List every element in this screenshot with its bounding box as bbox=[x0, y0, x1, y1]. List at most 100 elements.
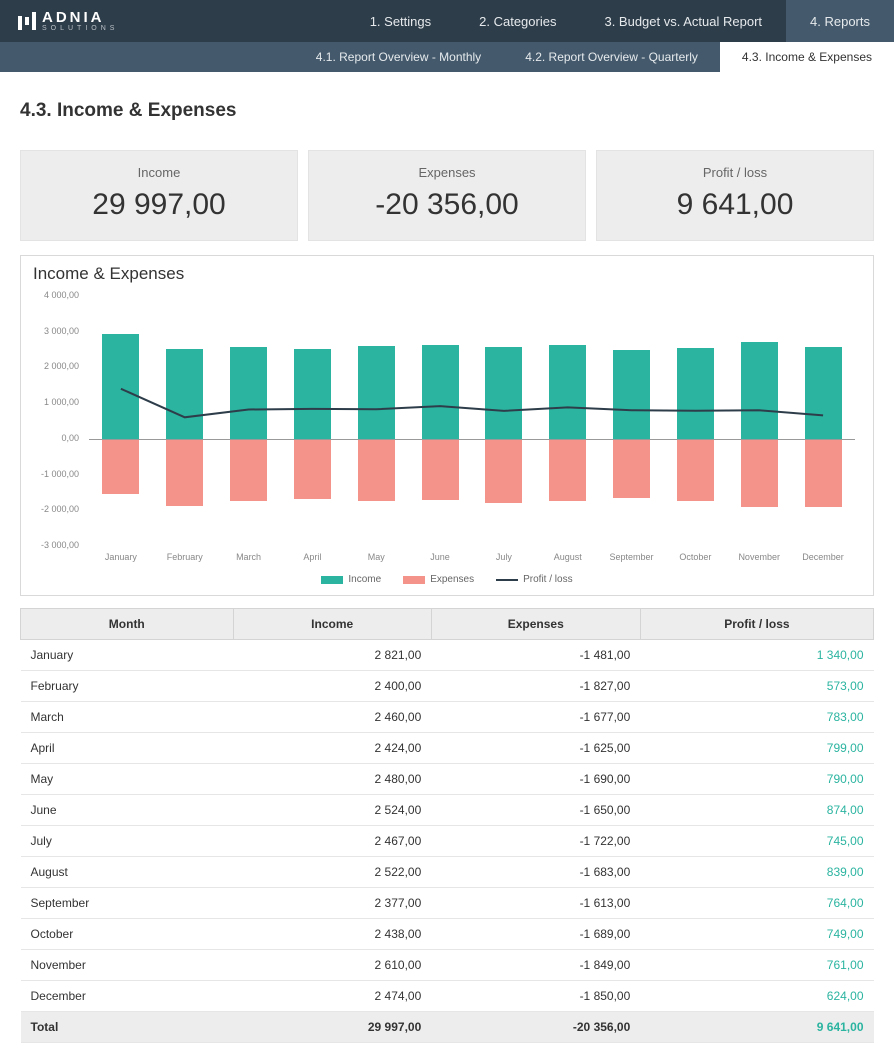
chart-container: Income & Expenses 4 000,003 000,002 000,… bbox=[20, 255, 874, 596]
cell-expenses: -1 827,00 bbox=[431, 671, 640, 702]
table-row: April2 424,00-1 625,00799,00 bbox=[21, 733, 874, 764]
cell-income: 2 480,00 bbox=[233, 764, 431, 795]
cell-profit: 764,00 bbox=[640, 888, 873, 919]
cell-profit: 624,00 bbox=[640, 981, 873, 1012]
x-tick: October bbox=[663, 552, 727, 570]
brand-logo: ADNIA SOLUTIONS bbox=[0, 0, 136, 42]
cell-income: 2 474,00 bbox=[233, 981, 431, 1012]
y-tick: -2 000,00 bbox=[33, 504, 79, 514]
x-tick: December bbox=[791, 552, 855, 570]
nav-items: 1. Settings2. Categories3. Budget vs. Ac… bbox=[346, 0, 894, 42]
zero-axis bbox=[89, 439, 855, 440]
cell-profit: 761,00 bbox=[640, 950, 873, 981]
table-row: February2 400,00-1 827,00573,00 bbox=[21, 671, 874, 702]
legend-profit: Profit / loss bbox=[496, 574, 572, 585]
page-title: 4.3. Income & Expenses bbox=[20, 100, 874, 122]
legend-expenses-label: Expenses bbox=[430, 574, 474, 585]
cell-month: June bbox=[21, 795, 234, 826]
kpi-expenses-value: -20 356,00 bbox=[319, 188, 575, 222]
cell-expenses: -1 613,00 bbox=[431, 888, 640, 919]
brand-sub: SOLUTIONS bbox=[42, 25, 118, 32]
table-row: January2 821,00-1 481,001 340,00 bbox=[21, 640, 874, 671]
kpi-profit-label: Profit / loss bbox=[607, 165, 863, 180]
subnav-item-3[interactable]: 4.3. Income & Expenses bbox=[720, 42, 894, 72]
x-tick: April bbox=[280, 552, 344, 570]
table-row: May2 480,00-1 690,00790,00 bbox=[21, 764, 874, 795]
subnav-item-2[interactable]: 4.2. Report Overview - Quarterly bbox=[503, 42, 720, 72]
y-axis-labels: 4 000,003 000,002 000,001 000,000,00-1 0… bbox=[33, 290, 85, 550]
nav-item-2[interactable]: 2. Categories bbox=[455, 0, 580, 42]
profit-line bbox=[89, 290, 855, 550]
cell-profit: 874,00 bbox=[640, 795, 873, 826]
cell-profit: 839,00 bbox=[640, 857, 873, 888]
kpi-expenses-label: Expenses bbox=[319, 165, 575, 180]
cell-profit: 790,00 bbox=[640, 764, 873, 795]
y-tick: 0,00 bbox=[33, 433, 79, 443]
table-total-row: Total29 997,00-20 356,009 641,00 bbox=[21, 1012, 874, 1043]
chart-legend: Income Expenses Profit / loss bbox=[33, 574, 861, 585]
legend-income: Income bbox=[321, 574, 381, 585]
cell-profit: 573,00 bbox=[640, 671, 873, 702]
cell-expenses: -1 850,00 bbox=[431, 981, 640, 1012]
table-row: November2 610,00-1 849,00761,00 bbox=[21, 950, 874, 981]
cell-total-expenses: -20 356,00 bbox=[431, 1012, 640, 1043]
cell-profit: 783,00 bbox=[640, 702, 873, 733]
cell-month: December bbox=[21, 981, 234, 1012]
kpi-income-label: Income bbox=[31, 165, 287, 180]
brand-name: ADNIA bbox=[42, 10, 118, 25]
x-tick: May bbox=[344, 552, 408, 570]
cell-month: May bbox=[21, 764, 234, 795]
cell-month: September bbox=[21, 888, 234, 919]
x-tick: August bbox=[536, 552, 600, 570]
legend-profit-swatch bbox=[496, 579, 518, 581]
cell-month: March bbox=[21, 702, 234, 733]
cell-month: July bbox=[21, 826, 234, 857]
col-profit: Profit / loss bbox=[640, 609, 873, 640]
kpi-income: Income 29 997,00 bbox=[20, 150, 298, 241]
cell-expenses: -1 625,00 bbox=[431, 733, 640, 764]
nav-item-3[interactable]: 3. Budget vs. Actual Report bbox=[580, 0, 786, 42]
top-nav: ADNIA SOLUTIONS 1. Settings2. Categories… bbox=[0, 0, 894, 42]
kpi-profit: Profit / loss 9 641,00 bbox=[596, 150, 874, 241]
x-tick: July bbox=[472, 552, 536, 570]
x-tick: November bbox=[727, 552, 791, 570]
legend-profit-label: Profit / loss bbox=[523, 574, 572, 585]
table-row: September2 377,00-1 613,00764,00 bbox=[21, 888, 874, 919]
cell-expenses: -1 650,00 bbox=[431, 795, 640, 826]
chart-plot bbox=[89, 290, 855, 550]
y-tick: -1 000,00 bbox=[33, 469, 79, 479]
x-axis-labels: JanuaryFebruaryMarchAprilMayJuneJulyAugu… bbox=[89, 552, 855, 570]
table-row: July2 467,00-1 722,00745,00 bbox=[21, 826, 874, 857]
cell-income: 2 377,00 bbox=[233, 888, 431, 919]
y-tick: 1 000,00 bbox=[33, 397, 79, 407]
legend-income-label: Income bbox=[348, 574, 381, 585]
cell-expenses: -1 689,00 bbox=[431, 919, 640, 950]
table-row: June2 524,00-1 650,00874,00 bbox=[21, 795, 874, 826]
col-month: Month bbox=[21, 609, 234, 640]
cell-month: April bbox=[21, 733, 234, 764]
cell-total-income: 29 997,00 bbox=[233, 1012, 431, 1043]
cell-expenses: -1 677,00 bbox=[431, 702, 640, 733]
data-table: Month Income Expenses Profit / loss Janu… bbox=[20, 608, 874, 1043]
col-income: Income bbox=[233, 609, 431, 640]
cell-expenses: -1 690,00 bbox=[431, 764, 640, 795]
subnav-item-1[interactable]: 4.1. Report Overview - Monthly bbox=[294, 42, 503, 72]
cell-expenses: -1 683,00 bbox=[431, 857, 640, 888]
cell-total-profit: 9 641,00 bbox=[640, 1012, 873, 1043]
legend-income-swatch bbox=[321, 576, 343, 584]
col-expenses: Expenses bbox=[431, 609, 640, 640]
table-row: December2 474,00-1 850,00624,00 bbox=[21, 981, 874, 1012]
x-tick: June bbox=[408, 552, 472, 570]
cell-expenses: -1 722,00 bbox=[431, 826, 640, 857]
kpi-row: Income 29 997,00 Expenses -20 356,00 Pro… bbox=[20, 150, 874, 241]
nav-item-4[interactable]: 4. Reports bbox=[786, 0, 894, 42]
nav-item-1[interactable]: 1. Settings bbox=[346, 0, 455, 42]
y-tick: 2 000,00 bbox=[33, 361, 79, 371]
cell-month: February bbox=[21, 671, 234, 702]
cell-income: 2 524,00 bbox=[233, 795, 431, 826]
legend-expenses-swatch bbox=[403, 576, 425, 584]
chart-title: Income & Expenses bbox=[33, 264, 861, 284]
cell-profit: 799,00 bbox=[640, 733, 873, 764]
x-tick: September bbox=[600, 552, 664, 570]
y-tick: 3 000,00 bbox=[33, 326, 79, 336]
